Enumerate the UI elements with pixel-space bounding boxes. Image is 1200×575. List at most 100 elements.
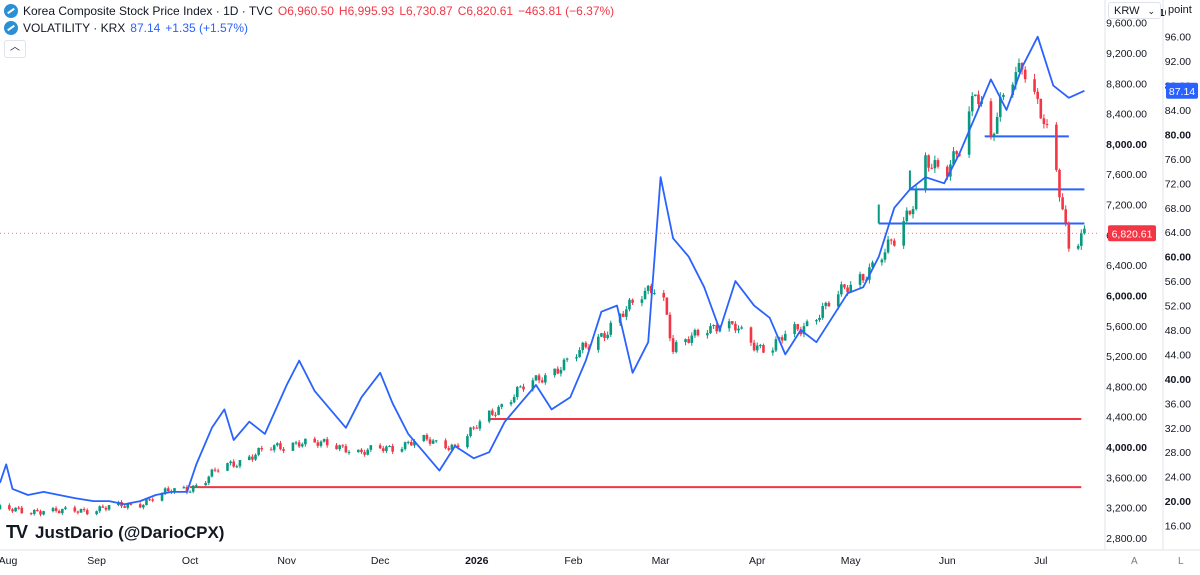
candle-body bbox=[450, 444, 454, 450]
candle-body bbox=[322, 439, 326, 442]
candle bbox=[142, 504, 145, 510]
candle bbox=[625, 305, 628, 321]
candle-body bbox=[1045, 124, 1049, 126]
candle bbox=[85, 508, 89, 516]
candle bbox=[51, 506, 55, 513]
candle-body bbox=[727, 321, 731, 329]
candle bbox=[385, 445, 388, 454]
candle bbox=[687, 336, 690, 344]
candle bbox=[544, 373, 547, 385]
candle bbox=[210, 468, 214, 478]
candle-body bbox=[559, 369, 563, 374]
candle-body bbox=[148, 499, 151, 501]
candle bbox=[1076, 243, 1080, 251]
candle-body bbox=[631, 299, 634, 303]
currency-label: KRW bbox=[1114, 5, 1140, 17]
candle bbox=[357, 449, 360, 453]
unit-label-box[interactable]: point bbox=[1166, 2, 1198, 19]
candle bbox=[235, 464, 239, 469]
candle bbox=[0, 503, 2, 510]
candle-body bbox=[316, 442, 320, 446]
candle-body bbox=[565, 358, 569, 360]
candle bbox=[378, 443, 382, 450]
candle bbox=[291, 442, 295, 451]
candle bbox=[871, 260, 874, 268]
candle-body bbox=[712, 325, 715, 327]
candle-body bbox=[42, 511, 45, 515]
candle bbox=[815, 319, 818, 325]
candle-body bbox=[294, 442, 298, 444]
candle-body bbox=[575, 357, 578, 359]
candle-body bbox=[849, 284, 853, 293]
candle bbox=[662, 290, 666, 302]
volatility-axis-tick-label: 32.00 bbox=[1165, 423, 1191, 435]
candle-body bbox=[366, 449, 370, 455]
auto-scale-button[interactable]: A bbox=[1131, 556, 1138, 567]
candle bbox=[39, 509, 42, 517]
candle bbox=[927, 154, 930, 172]
candle-body bbox=[519, 386, 522, 388]
price-legend[interactable]: Korea Composite Stock Price Index · 1D ·… bbox=[4, 4, 614, 18]
collapse-legend-button[interactable]: ︿ bbox=[4, 40, 26, 58]
candle bbox=[995, 112, 999, 134]
candle-body bbox=[151, 499, 154, 501]
candle-body bbox=[802, 326, 806, 335]
currency-select[interactable]: KRW ⌄ bbox=[1108, 2, 1161, 19]
candle bbox=[126, 503, 130, 510]
candle-body bbox=[936, 160, 940, 167]
price-axis-tick-label: 4,000.00 bbox=[1106, 442, 1147, 454]
candle bbox=[32, 509, 36, 516]
last-price-badge-label: 6,820.61 bbox=[1112, 228, 1153, 240]
candle-body bbox=[824, 302, 828, 307]
candle-body bbox=[191, 485, 195, 492]
candle bbox=[771, 347, 775, 356]
candle-body bbox=[970, 96, 974, 112]
volatility-legend[interactable]: VOLATILITY · KRX 87.14 +1.35 (+1.57%) bbox=[4, 21, 248, 35]
candle-body bbox=[815, 320, 818, 322]
candle bbox=[57, 509, 61, 514]
candle-body bbox=[974, 94, 977, 97]
candle-body bbox=[104, 507, 108, 510]
candle-body bbox=[902, 221, 905, 246]
candle bbox=[575, 354, 578, 362]
candle bbox=[730, 321, 734, 325]
log-scale-button[interactable]: L bbox=[1178, 556, 1184, 567]
candle-body bbox=[886, 239, 890, 253]
candle-body bbox=[32, 509, 36, 514]
candle bbox=[497, 405, 500, 416]
candle-body bbox=[64, 507, 67, 509]
x-axis-tick-label: Mar bbox=[652, 555, 671, 567]
candle bbox=[216, 468, 220, 473]
candle bbox=[1055, 122, 1058, 172]
candle bbox=[706, 329, 709, 339]
candle bbox=[428, 436, 432, 446]
candle bbox=[562, 358, 566, 372]
candle bbox=[188, 490, 192, 493]
candle-body bbox=[759, 345, 762, 347]
candle bbox=[643, 287, 647, 300]
candle-body bbox=[1042, 118, 1046, 125]
candle bbox=[886, 235, 890, 254]
candle-body bbox=[195, 485, 198, 487]
candle bbox=[363, 449, 366, 457]
candle-body bbox=[447, 448, 451, 450]
candle-body bbox=[269, 449, 273, 451]
candle-body bbox=[668, 314, 672, 339]
candle bbox=[818, 314, 821, 323]
candle bbox=[207, 475, 211, 486]
candle-body bbox=[238, 460, 242, 467]
x-axis-tick-label: Sep bbox=[87, 555, 106, 567]
price-axis-tick-label: 5,600.00 bbox=[1106, 321, 1147, 333]
candle bbox=[294, 440, 298, 445]
candle bbox=[793, 321, 796, 338]
candle-body bbox=[335, 445, 338, 450]
candle bbox=[238, 460, 242, 469]
candle-body bbox=[95, 511, 98, 515]
candle-body bbox=[752, 342, 756, 351]
candle-body bbox=[163, 488, 167, 493]
candle bbox=[914, 184, 918, 211]
candle-body bbox=[101, 506, 105, 508]
candle bbox=[522, 383, 525, 392]
